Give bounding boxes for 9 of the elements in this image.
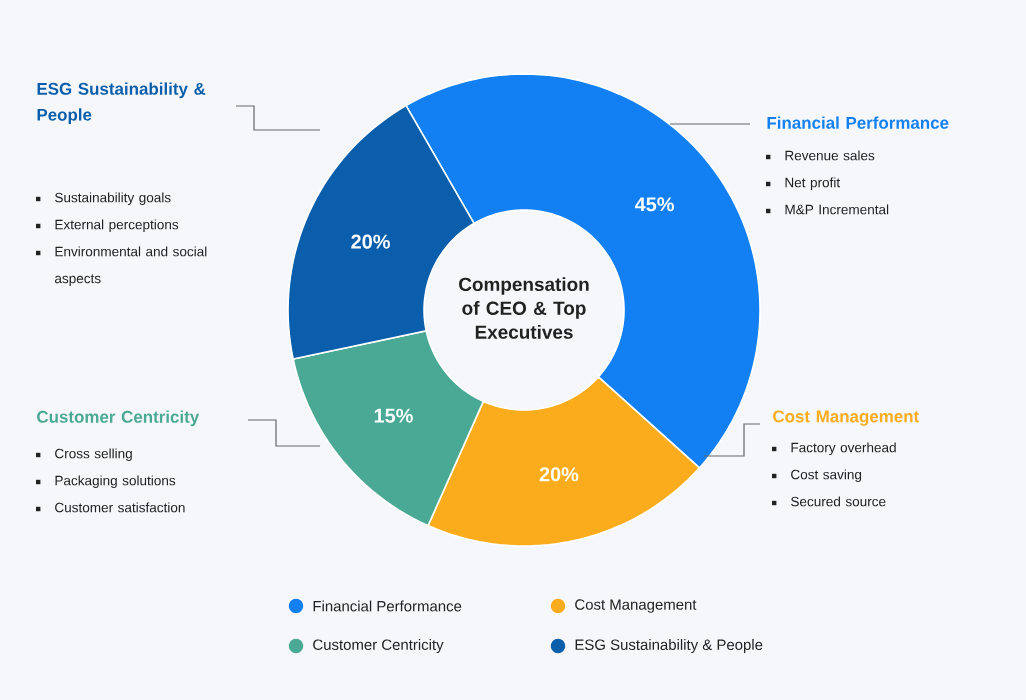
slice-label: Financial Performance	[767, 116, 949, 129]
data-label: 45%	[634, 197, 674, 212]
data-label: 20%	[351, 234, 390, 249]
category-label: Customer Centricity	[37, 410, 200, 427]
text: Compensation of CEO & Top Executives	[459, 277, 589, 339]
category-label: Cost Management	[773, 410, 919, 426]
data-label: 15%	[374, 408, 413, 423]
data-label: 20%	[539, 467, 579, 482]
slice-label: ESG Sustainability & People	[37, 82, 206, 125]
